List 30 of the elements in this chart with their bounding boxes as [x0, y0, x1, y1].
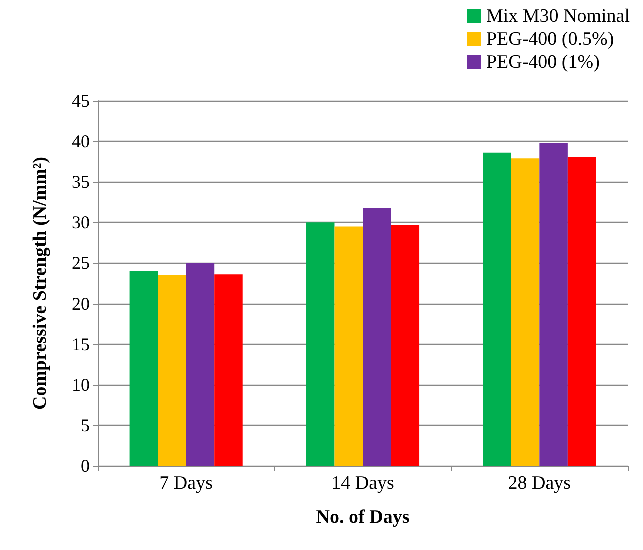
bar	[511, 158, 540, 466]
legend-label: Mix M30 Nominal	[486, 6, 630, 27]
x-axis-title: No. of Days	[316, 507, 410, 528]
bar	[158, 275, 186, 466]
bar	[483, 152, 512, 466]
bar	[391, 225, 420, 466]
y-tick-label: 45	[72, 91, 90, 111]
bar	[363, 208, 392, 466]
bar	[130, 271, 158, 466]
y-tick-label: 30	[72, 212, 90, 233]
y-axis-title: Compressive Strength (N/mm²)	[30, 156, 51, 410]
legend-label: PEG-400 (0.5%)	[486, 29, 614, 50]
y-tick-label: 40	[72, 132, 90, 152]
y-tick-label: 15	[72, 334, 90, 354]
x-tick-label: 14 Days	[332, 473, 394, 494]
bar	[306, 222, 335, 466]
bar	[186, 263, 215, 466]
y-tick-label: 5	[81, 415, 90, 436]
y-tick-label: 10	[72, 374, 90, 395]
y-tick-label: 20	[72, 294, 90, 314]
y-tick-label: 25	[72, 253, 90, 274]
bar	[334, 226, 363, 466]
y-tick-label: 35	[72, 172, 90, 192]
bar	[540, 143, 568, 466]
y-tick-label: 0	[81, 456, 90, 476]
bar	[214, 274, 243, 466]
x-tick-label: 28 Days	[508, 473, 572, 494]
x-tick-label: 7 Days	[160, 473, 213, 494]
legend-label: PEG-400 (1%)	[486, 52, 600, 73]
bar	[568, 156, 596, 466]
